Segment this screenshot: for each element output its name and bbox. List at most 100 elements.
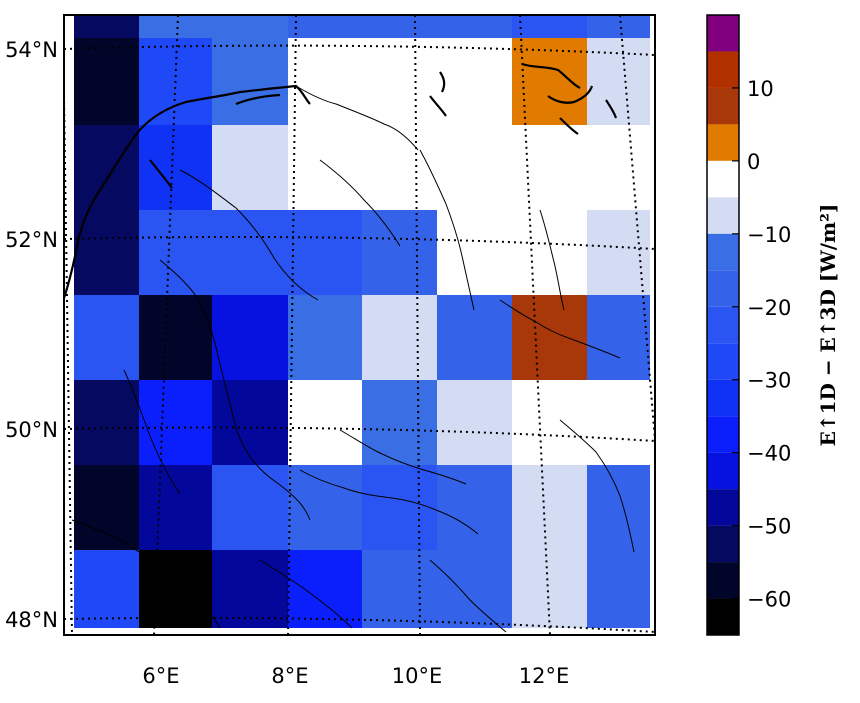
data-cell	[437, 465, 512, 550]
data-cell	[74, 210, 139, 295]
data-cell	[362, 380, 437, 465]
lon-label-8e: 8°E	[271, 664, 308, 688]
data-cell	[437, 15, 512, 38]
data-cell	[288, 465, 362, 550]
data-cell	[587, 550, 650, 628]
data-cell	[139, 380, 212, 465]
colorbar-tick-label: 10	[747, 77, 774, 101]
data-cell	[437, 295, 512, 380]
data-cell	[362, 550, 437, 628]
lat-label-52n: 52°N	[5, 228, 58, 252]
meridian-6e	[153, 15, 179, 635]
data-cell	[512, 465, 587, 550]
colorbar-segment	[707, 525, 739, 563]
lat-label-48n: 48°N	[5, 608, 58, 632]
data-cell	[74, 38, 139, 125]
data-cell	[212, 38, 288, 125]
data-cell	[139, 125, 212, 210]
data-cell	[587, 465, 650, 550]
data-cell	[74, 295, 139, 380]
data-cell	[512, 295, 587, 380]
parallel-52n	[64, 235, 655, 250]
data-cell	[437, 380, 512, 465]
colorbar-segment	[707, 51, 739, 88]
colorbar-segment	[707, 489, 739, 526]
meridian-8e	[287, 15, 297, 635]
data-cell	[212, 295, 288, 380]
colorbar-frame	[706, 14, 740, 636]
data-cell	[362, 210, 437, 295]
data-cell	[288, 15, 362, 38]
data-cell	[362, 295, 437, 380]
parallel-54n	[64, 44, 655, 56]
colorbar-segment	[707, 87, 739, 125]
graticule	[64, 15, 655, 635]
data-cell	[74, 380, 139, 465]
colorbar-segment	[707, 562, 739, 599]
data-cell	[288, 38, 362, 125]
lon-label-12e: 12°E	[519, 664, 570, 688]
data-cell	[587, 295, 650, 380]
data-cell	[362, 465, 437, 550]
data-cell	[512, 380, 587, 465]
data-cell	[288, 380, 362, 465]
colorbar-title-group: E↑1D − E↑3D [W/m²]	[816, 204, 840, 447]
data-cell	[139, 15, 212, 38]
data-cell	[212, 15, 288, 38]
colorbar-segment	[707, 306, 739, 344]
parallel-48n	[64, 616, 655, 633]
colorbar-tick-label: −50	[747, 515, 791, 539]
data-cell	[288, 210, 362, 295]
colorbar-tick-label: −30	[747, 369, 791, 393]
lon-label-10e: 10°E	[392, 664, 443, 688]
colorbar-segment	[707, 379, 739, 417]
colorbar-tick-label: 0	[747, 150, 760, 174]
colorbar-segment	[707, 124, 739, 161]
parallel-50n	[64, 426, 655, 442]
data-cell	[512, 210, 587, 295]
colorbar-tick-label: −40	[747, 442, 791, 466]
data-cell	[288, 295, 362, 380]
data-cells	[74, 15, 650, 628]
data-cell	[74, 550, 139, 628]
data-cell	[139, 550, 212, 628]
data-cell	[212, 465, 288, 550]
data-cell	[139, 210, 212, 295]
colorbar-tick-label: −60	[747, 588, 791, 612]
data-cell	[288, 125, 362, 210]
colorbar-segment	[707, 343, 739, 380]
meridian-10e	[414, 15, 421, 635]
data-cell	[288, 550, 362, 628]
data-cell	[587, 38, 650, 125]
lon-label-6e: 6°E	[142, 664, 179, 688]
data-cell	[512, 38, 587, 125]
colorbar-title: E↑1D − E↑3D [W/m²]	[816, 204, 840, 447]
data-cell	[212, 210, 288, 295]
data-cell	[437, 38, 512, 125]
colorbar-segment	[707, 452, 739, 490]
data-cell	[74, 125, 139, 210]
colorbar-segment	[707, 270, 739, 307]
data-cell	[437, 125, 512, 210]
data-cell	[139, 465, 212, 550]
data-cell	[512, 125, 587, 210]
lat-label-54n: 54°N	[5, 38, 58, 62]
data-cell	[74, 465, 139, 550]
data-cell	[512, 550, 587, 628]
lat-label-50n: 50°N	[5, 418, 58, 442]
data-cell	[587, 15, 650, 38]
data-cell	[587, 210, 650, 295]
data-cell	[587, 380, 650, 465]
coastline-borders	[64, 62, 635, 633]
data-cell	[362, 38, 437, 125]
colorbar-tick-label: −10	[747, 223, 791, 247]
meridian-4e	[64, 95, 73, 635]
colorbar-segment	[707, 598, 739, 635]
colorbar-segment	[707, 160, 739, 198]
data-cell	[74, 15, 139, 38]
map-frame	[63, 14, 656, 636]
colorbar-ticks: 10 0 −10 −20 −30 −40 −50 −60	[732, 77, 791, 612]
data-cell	[212, 380, 288, 465]
data-cell	[587, 125, 650, 210]
colorbar-segment	[707, 197, 739, 234]
